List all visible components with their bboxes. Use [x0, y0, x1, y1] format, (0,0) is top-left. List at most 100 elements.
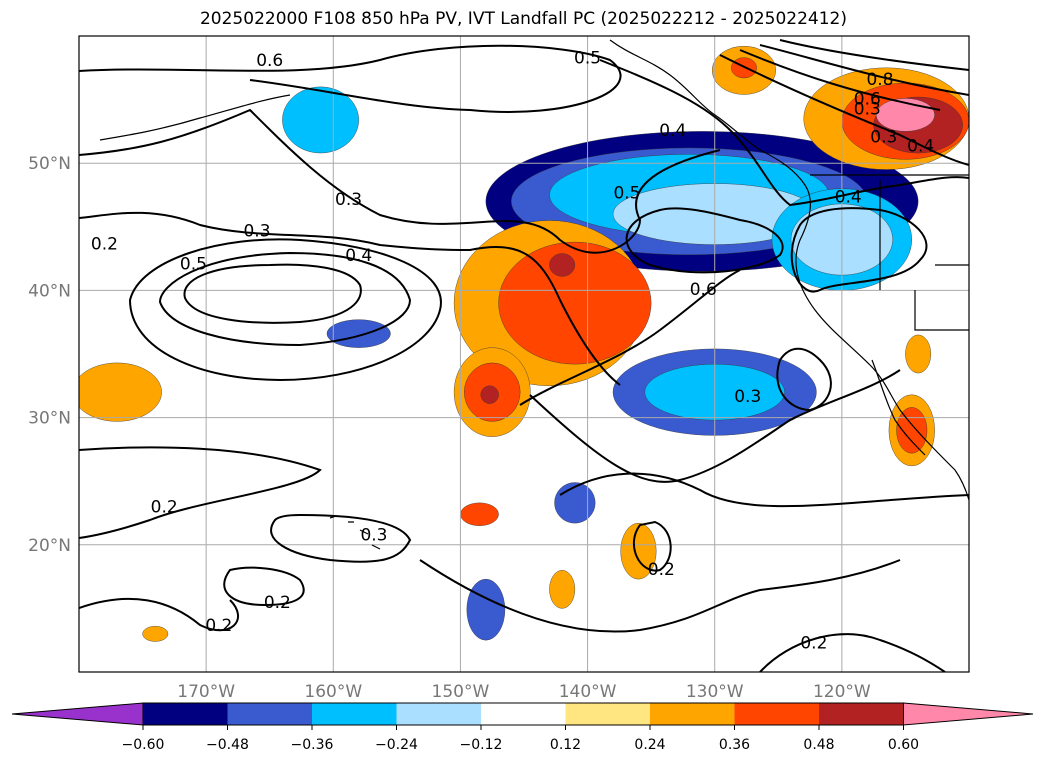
- contour-label: 0.6: [690, 280, 717, 300]
- colorbar: −0.60 −0.48 −0.36 −0.24 −0.12 0.12 0.24 0.36 0.4…: [11, 702, 1034, 753]
- anomaly-region: [460, 502, 499, 526]
- colorbar-tick-label: 0.12: [550, 737, 581, 753]
- anomaly-region: [905, 334, 932, 374]
- lat-tick-label: 40°N: [28, 281, 71, 301]
- pv-contour-line: [79, 44, 622, 113]
- anomaly-region: [620, 522, 657, 580]
- anomaly-region: [549, 253, 576, 277]
- contour-label: 0.2: [648, 560, 675, 580]
- pv-contour-line: [158, 251, 412, 347]
- colorbar-segment: [227, 703, 312, 725]
- coastline-baja: [871, 359, 926, 456]
- contour-label: 0.6: [256, 51, 283, 71]
- pv-contour-line: [183, 263, 362, 324]
- contour-label: 0.2: [151, 498, 178, 518]
- colorbar-segment: [734, 703, 819, 725]
- contour-label: 0.4: [659, 121, 686, 141]
- state-borders: [810, 174, 969, 331]
- contour-label: 0.5: [613, 183, 640, 203]
- pv-contour-line: [529, 369, 901, 483]
- lat-tick-label: 50°N: [28, 154, 71, 174]
- coastline-hawaii: [329, 515, 381, 550]
- colorbar-frame: [142, 702, 904, 726]
- contour-label: 0.4: [907, 136, 934, 156]
- colorbar-extend-high: [903, 702, 1034, 726]
- contour-label: 0.2: [91, 234, 118, 254]
- contour-label: 0.3: [360, 526, 387, 546]
- contour-label: 0.5: [180, 255, 207, 275]
- contour-label: 0.3: [870, 127, 897, 147]
- lat-tick-label: 30°N: [28, 409, 71, 429]
- contour-label: 0.5: [574, 49, 601, 69]
- pv-contour-line: [625, 207, 784, 274]
- colorbar-extend-low: [11, 702, 144, 726]
- coastline-layer: [99, 39, 969, 550]
- contour-label: 0.3: [335, 190, 362, 210]
- lon-tick-label: 130°W: [686, 682, 744, 702]
- anomaly-region: [554, 482, 596, 524]
- axis-tick-layer: 170°W 160°W 150°W 140°W 130°W 120°W 50°N 40°N 30…: [28, 154, 871, 702]
- pv-contour-line: [633, 520, 672, 572]
- pv-contour-line: [776, 347, 832, 412]
- colorbar-tick-label: −0.12: [460, 737, 503, 753]
- anomaly-region: [498, 241, 652, 365]
- colorbar-tick-label: 0.48: [803, 737, 834, 753]
- colorbar-segment: [312, 703, 397, 725]
- contour-label: 0.2: [205, 616, 232, 636]
- anomaly-region: [79, 362, 162, 422]
- pv-contour-line: [779, 39, 969, 71]
- colorbar-tick-label: 0.24: [634, 737, 665, 753]
- grid-layer: [79, 36, 969, 672]
- colorbar-segment: [819, 703, 904, 725]
- anomaly-region: [326, 319, 391, 348]
- anomaly-region: [142, 626, 169, 642]
- contour-label: 0.4: [345, 246, 372, 266]
- colorbar-segment: [143, 703, 228, 725]
- pv-contour-line: [790, 207, 928, 293]
- contour-label: 0.3: [243, 222, 270, 242]
- colorbar-segment: [650, 703, 735, 725]
- colorbar-tick-label: 0.60: [888, 737, 919, 753]
- lon-tick-label: 170°W: [177, 682, 235, 702]
- contour-label: 0.8: [866, 70, 893, 90]
- lat-tick-label: 20°N: [28, 536, 71, 556]
- anomaly-region: [282, 86, 359, 154]
- pv-contour-line: [599, 59, 969, 207]
- pv-contour-layer: [79, 39, 969, 672]
- contour-label: 0.2: [264, 593, 291, 613]
- colorbar-segment: [396, 703, 481, 725]
- pv-contour-line: [519, 269, 741, 406]
- pv-contour-line: [419, 559, 901, 633]
- pv-contour-line: [128, 238, 442, 382]
- pv-contour-line: [719, 54, 969, 166]
- pv-contour-line: [559, 472, 969, 508]
- lon-tick-label: 140°W: [559, 682, 617, 702]
- lon-tick-label: 160°W: [304, 682, 362, 702]
- contour-label: 0.6: [854, 89, 881, 109]
- colorbar-tick-label: 0.36: [719, 737, 750, 753]
- lon-tick-label: 150°W: [432, 682, 490, 702]
- map-title: 2025022000 F108 850 hPa PV, IVT Landfall…: [199, 9, 847, 29]
- pv-contour-line: [79, 211, 621, 386]
- colorbar-tick-label: −0.60: [122, 737, 165, 753]
- pv-contour-line: [79, 446, 322, 539]
- colorbar-segment: [481, 703, 566, 725]
- colorbar-segment: [565, 703, 650, 725]
- pv-contour-line: [739, 49, 941, 111]
- pv-contour-line: [79, 597, 240, 632]
- contour-label: 0.3: [734, 387, 761, 407]
- contour-label: 0.3: [854, 100, 881, 120]
- pv-contour-line: [270, 513, 412, 563]
- colorbar-tick-label: −0.36: [291, 737, 334, 753]
- pv-contour-line: [223, 566, 305, 607]
- colorbar-tick-label: −0.48: [206, 737, 249, 753]
- contour-label-layer: 0.6 0.50.80.60.30.3 0.40.40.5 0.40.60.30.30…: [91, 49, 934, 654]
- lon-tick-label: 120°W: [813, 682, 871, 702]
- anomaly-region: [549, 570, 576, 609]
- contour-label: 0.4: [835, 187, 862, 207]
- pv-contour-line: [759, 44, 969, 96]
- colorbar-tick-label: −0.24: [375, 737, 418, 753]
- contour-label: 0.2: [800, 634, 827, 654]
- coastline-north-america: [609, 39, 969, 501]
